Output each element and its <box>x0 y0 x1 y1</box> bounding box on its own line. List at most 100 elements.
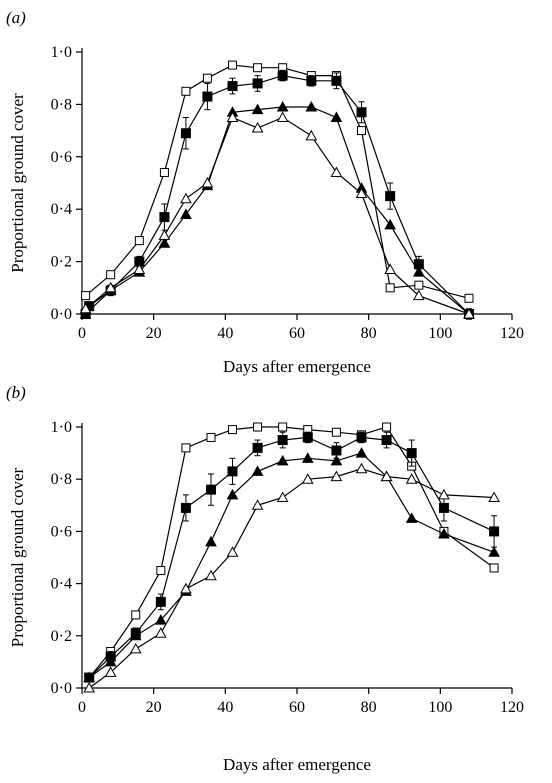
data-point-open-triangle <box>158 229 171 240</box>
data-point-filled-square <box>252 78 263 89</box>
y-tick-label: 1·0 <box>51 419 72 436</box>
data-point-filled-triangle <box>180 208 192 219</box>
x-tick-label: 60 <box>289 699 305 716</box>
data-point-open-square <box>156 566 166 576</box>
data-point-filled-triangle <box>83 671 96 683</box>
series-filled-triangle <box>83 447 500 683</box>
series-open-triangle <box>79 111 475 319</box>
y-tick-label: 0·6 <box>51 149 72 166</box>
data-point-filled-square <box>356 432 367 443</box>
data-point-open-triangle <box>251 499 264 510</box>
data-point-open-triangle <box>412 289 425 301</box>
data-point-open-square <box>181 86 191 96</box>
data-point-filled-square <box>206 484 216 495</box>
data-point-open-triangle <box>405 473 418 484</box>
series-line <box>85 74 470 315</box>
x-tick-label: 40 <box>217 325 233 342</box>
data-point-open-square <box>106 270 116 280</box>
x-tick-label: 60 <box>289 325 305 342</box>
series-line <box>85 106 470 315</box>
y-tick-label: 0·8 <box>51 471 72 488</box>
data-point-open-square <box>134 236 144 246</box>
y-tick-label: 1·0 <box>51 44 72 61</box>
data-point-filled-triangle <box>438 527 450 539</box>
data-point-open-triangle <box>129 642 142 654</box>
x-tick-label: 80 <box>361 699 377 716</box>
data-point-filled-triangle <box>158 237 171 248</box>
data-point-open-square <box>382 422 392 432</box>
data-point-open-triangle <box>488 491 500 502</box>
data-point-filled-square <box>277 435 288 446</box>
data-point-open-triangle <box>180 192 192 204</box>
data-point-open-triangle <box>330 470 343 482</box>
y-tick-label: 0·2 <box>51 628 72 645</box>
data-point-open-square <box>81 291 91 301</box>
data-point-filled-square <box>302 432 313 443</box>
data-point-filled-square <box>381 435 392 446</box>
panel-label: (b) <box>6 383 26 402</box>
x-tick-label: 120 <box>500 325 524 342</box>
x-tick-label: 20 <box>146 325 162 342</box>
data-point-filled-square <box>180 128 191 139</box>
y-tick-label: 0·4 <box>51 201 72 218</box>
data-point-filled-triangle <box>384 218 397 230</box>
x-tick-label: 20 <box>146 699 162 716</box>
data-point-filled-triangle <box>251 103 264 115</box>
data-point-filled-triangle <box>276 100 289 112</box>
data-point-open-square <box>253 63 263 73</box>
data-point-filled-triangle <box>412 266 425 277</box>
data-point-open-square <box>202 73 212 83</box>
y-tick-label: 0·4 <box>51 576 72 593</box>
y-tick-label: 0·8 <box>51 96 72 113</box>
data-point-filled-square <box>385 191 396 202</box>
data-point-open-triangle <box>79 302 92 314</box>
data-point-open-triangle <box>463 307 475 319</box>
data-point-filled-square <box>155 596 166 607</box>
y-axis-title: Proportional ground cover <box>8 467 27 647</box>
data-point-filled-square <box>180 502 191 513</box>
x-tick-label: 40 <box>217 699 233 716</box>
series-line <box>88 468 495 689</box>
panel-label: (a) <box>6 8 26 27</box>
data-point-filled-square <box>202 91 213 102</box>
data-point-open-triangle <box>305 129 318 141</box>
data-point-open-triangle <box>180 582 192 594</box>
data-point-open-triangle <box>154 627 167 638</box>
series-open-square <box>84 422 499 683</box>
data-point-filled-square <box>489 526 500 537</box>
data-point-open-square <box>464 293 474 303</box>
x-tick-label: 0 <box>78 699 86 716</box>
data-point-open-square <box>278 422 288 432</box>
data-point-filled-triangle <box>355 447 368 458</box>
series-open-square <box>81 60 474 303</box>
series-filled-square <box>84 431 500 683</box>
data-point-open-square <box>253 422 263 432</box>
data-point-open-triangle <box>201 176 214 188</box>
data-point-filled-triangle <box>330 111 343 122</box>
x-tick-label: 0 <box>78 325 86 342</box>
data-point-filled-triangle <box>301 452 314 463</box>
series-line <box>88 452 495 679</box>
data-point-open-triangle <box>330 166 343 178</box>
x-tick-label: 120 <box>500 699 524 716</box>
data-point-open-square <box>131 610 141 620</box>
data-point-filled-square <box>252 442 263 453</box>
y-axis-title: Proportional ground cover <box>8 93 27 273</box>
y-tick-label: 0·2 <box>51 254 72 271</box>
series-line <box>88 436 495 679</box>
data-point-open-square <box>489 563 499 573</box>
data-point-filled-square <box>356 107 367 118</box>
data-point-filled-square <box>331 445 342 456</box>
data-point-open-square <box>357 126 366 136</box>
data-point-open-triangle <box>104 666 117 677</box>
data-point-open-square <box>228 60 237 70</box>
data-point-open-square <box>228 425 237 435</box>
y-tick-label: 0·6 <box>51 523 72 540</box>
x-tick-label: 100 <box>428 325 452 342</box>
data-point-filled-square <box>159 212 170 223</box>
data-point-filled-square <box>227 466 238 477</box>
data-point-filled-triangle <box>154 614 167 625</box>
data-point-filled-triangle <box>104 655 117 667</box>
